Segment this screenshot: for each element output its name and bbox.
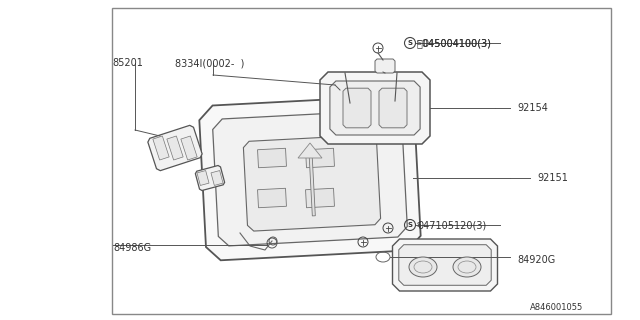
- Polygon shape: [212, 110, 407, 246]
- Text: 85201: 85201: [112, 58, 143, 68]
- Polygon shape: [257, 188, 287, 208]
- Text: 045004100(3): 045004100(3): [422, 38, 491, 48]
- Polygon shape: [375, 59, 395, 73]
- Polygon shape: [343, 88, 371, 128]
- Text: S: S: [408, 222, 413, 228]
- Bar: [112, 8, 611, 314]
- Polygon shape: [195, 165, 225, 190]
- Text: 92151: 92151: [537, 173, 568, 183]
- Polygon shape: [330, 81, 420, 135]
- Text: Ⓞ045004100(3): Ⓞ045004100(3): [417, 38, 492, 48]
- Polygon shape: [243, 135, 381, 231]
- Polygon shape: [181, 136, 197, 160]
- Polygon shape: [257, 148, 287, 168]
- Text: 84986G: 84986G: [113, 243, 151, 253]
- Text: 047105120(3): 047105120(3): [417, 220, 486, 230]
- Polygon shape: [199, 96, 420, 260]
- Polygon shape: [167, 136, 183, 160]
- Polygon shape: [379, 88, 407, 128]
- Text: S: S: [408, 40, 413, 46]
- Polygon shape: [305, 148, 335, 168]
- Polygon shape: [392, 239, 497, 291]
- Text: 8334I(0002-  ): 8334I(0002- ): [175, 58, 244, 68]
- Polygon shape: [305, 188, 335, 208]
- Polygon shape: [308, 146, 316, 216]
- Text: A846001055: A846001055: [530, 303, 583, 313]
- Text: 84920G: 84920G: [517, 255, 556, 265]
- Polygon shape: [197, 171, 209, 186]
- Polygon shape: [153, 136, 169, 160]
- Ellipse shape: [409, 257, 437, 277]
- Text: S: S: [416, 40, 420, 46]
- Polygon shape: [320, 72, 430, 144]
- Text: 92154: 92154: [517, 103, 548, 113]
- Polygon shape: [148, 125, 202, 171]
- Ellipse shape: [453, 257, 481, 277]
- Text: S: S: [416, 222, 420, 228]
- Polygon shape: [211, 171, 223, 186]
- Polygon shape: [399, 245, 492, 285]
- Polygon shape: [298, 143, 322, 158]
